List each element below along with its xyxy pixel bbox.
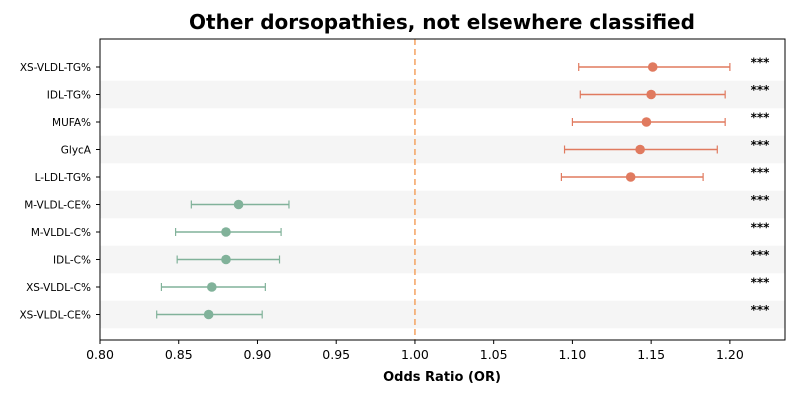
y-tick-label: L-LDL-TG% bbox=[35, 172, 91, 184]
x-tick-label: 0.85 bbox=[165, 347, 193, 362]
significance-label: *** bbox=[751, 248, 771, 262]
point-estimate bbox=[625, 172, 636, 182]
x-tick-label: 0.95 bbox=[322, 347, 350, 362]
y-tick-label: MUFA% bbox=[52, 117, 91, 129]
significance-label: *** bbox=[751, 221, 771, 235]
x-tick-label: 0.80 bbox=[86, 347, 114, 362]
y-axis-ticks: XS-VLDL-TG% IDL-TG% MUFA% GlycA L-LDL-TG% M-V… bbox=[19, 62, 100, 322]
x-tick-label: 1.05 bbox=[480, 347, 508, 362]
significance-label: *** bbox=[751, 193, 771, 207]
y-tick-label: XS-VLDL-C% bbox=[26, 282, 91, 294]
y-tick-label: XS-VLDL-TG% bbox=[20, 62, 91, 74]
x-tick-label: 1.10 bbox=[558, 347, 586, 362]
data-marks: *** *** *** *** *** *** *** *** *** *** bbox=[156, 56, 771, 320]
point-estimate bbox=[647, 62, 658, 72]
significance-label: *** bbox=[751, 111, 771, 125]
y-tick-label: XS-VLDL-CE% bbox=[19, 310, 91, 322]
significance-label: *** bbox=[751, 83, 771, 97]
x-tick-label: 1.20 bbox=[716, 347, 744, 362]
significance-label: *** bbox=[751, 138, 771, 152]
point-estimate bbox=[221, 254, 231, 265]
plot-frame bbox=[99, 38, 786, 341]
point-estimate bbox=[233, 199, 244, 210]
y-tick-label: M-VLDL-C% bbox=[31, 227, 91, 239]
x-tick-label: 0.90 bbox=[244, 347, 272, 362]
chart-title: Other dorsopathies, not elsewhere classi… bbox=[189, 10, 695, 34]
x-tick-label: 1.15 bbox=[637, 347, 665, 362]
y-tick-label: M-VLDL-CE% bbox=[24, 200, 91, 212]
significance-label: *** bbox=[751, 303, 771, 317]
point-estimate bbox=[641, 117, 652, 127]
point-estimate bbox=[203, 309, 214, 320]
significance-label: *** bbox=[751, 56, 771, 70]
significance-label: *** bbox=[751, 276, 771, 290]
x-axis-label: Odds Ratio (OR) bbox=[383, 370, 501, 385]
y-tick-label: IDL-TG% bbox=[47, 90, 91, 102]
x-tick-label: 1.00 bbox=[401, 347, 429, 362]
y-tick-label: GlycA bbox=[61, 145, 92, 157]
point-estimate bbox=[635, 144, 645, 155]
significance-label: *** bbox=[751, 166, 771, 180]
point-estimate bbox=[646, 89, 656, 100]
point-estimate bbox=[221, 227, 231, 237]
point-estimate bbox=[207, 282, 217, 292]
x-axis-ticks: 0.80 0.85 0.90 0.95 1.00 1.05 1.10 1.15 1.20 bbox=[86, 340, 744, 362]
y-tick-label: IDL-C% bbox=[53, 255, 91, 267]
